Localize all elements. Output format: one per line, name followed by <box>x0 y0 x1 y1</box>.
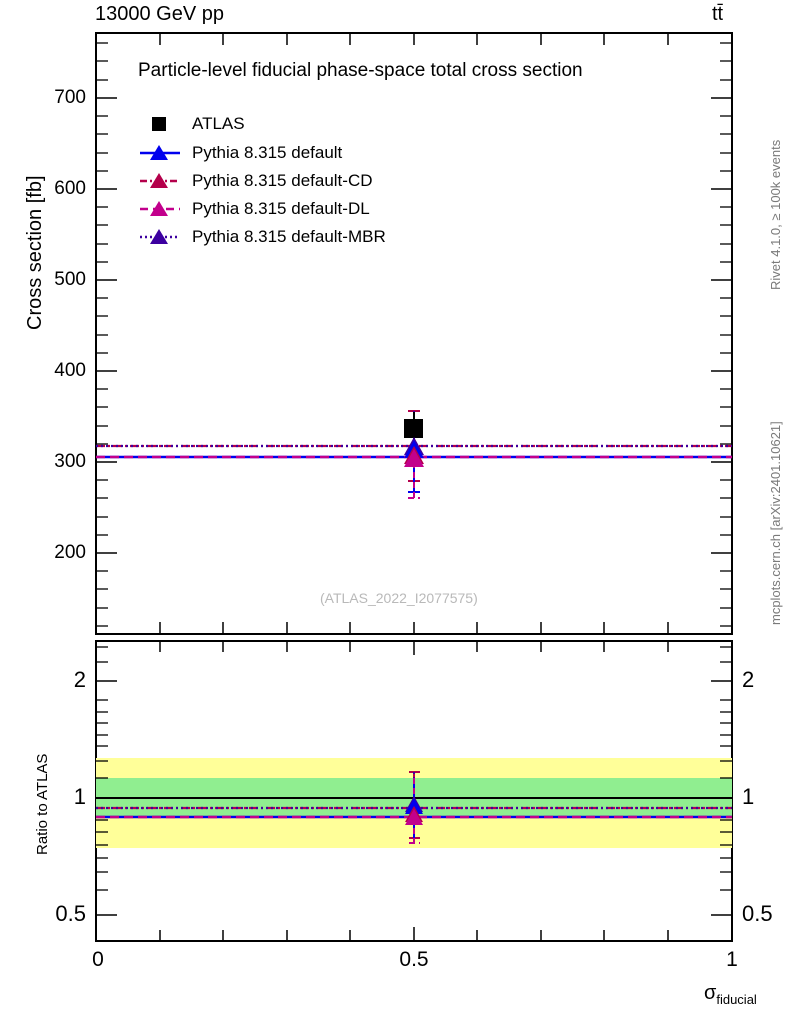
ratio-data-points <box>405 771 423 844</box>
legend-marker-default-mbr <box>150 229 168 244</box>
xtick-1: 1 <box>726 948 738 971</box>
ratio-ytick-05: 0.5 <box>55 901 86 926</box>
header-beam-label: 13000 GeV pp <box>95 3 224 25</box>
xaxis-label: σfiducial <box>704 982 757 1007</box>
main-ytick-600: 600 <box>54 178 86 199</box>
legend-marker-default-cd <box>150 173 168 188</box>
xtick-0: 0 <box>92 948 104 971</box>
legend-label-default: Pythia 8.315 default <box>192 143 343 162</box>
main-ytick-400: 400 <box>54 360 86 381</box>
main-ytick-700: 700 <box>54 87 86 108</box>
legend-label-default-cd: Pythia 8.315 default-CD <box>192 171 373 190</box>
ratio-ytick-1: 1 <box>73 784 86 809</box>
main-ytick-300: 300 <box>54 451 86 472</box>
legend-glyphs <box>140 117 180 244</box>
legend-label-default-dl: Pythia 8.315 default-DL <box>192 199 370 218</box>
main-ytick-500: 500 <box>54 269 86 290</box>
legend-label-atlas: ATLAS <box>192 114 245 133</box>
legend-marker-atlas-square <box>152 117 166 131</box>
xaxis-label-subscript: fiducial <box>716 992 757 1007</box>
legend-marker-default-dl <box>150 201 168 216</box>
xaxis-label-symbol: σ <box>704 982 717 1004</box>
ratio-ytick-right-2: 2 <box>742 667 755 692</box>
marker-default-dl <box>404 449 424 467</box>
ratio-ytick-right-1: 1 <box>742 784 755 809</box>
main-yaxis-ticks <box>96 42 732 627</box>
ratio-marker-default-dl <box>405 809 423 825</box>
marker-atlas-square <box>404 419 423 438</box>
main-data-points <box>404 410 424 499</box>
main-plot-title: Particle-level fiducial phase-space tota… <box>138 60 583 81</box>
ratio-ytick-right-05: 0.5 <box>742 901 773 926</box>
header-process-label: tt̄ <box>712 3 724 25</box>
ratio-xaxis-ticks <box>95 641 733 941</box>
ratio-yaxis-ticks <box>96 646 732 916</box>
main-xaxis-ticks <box>95 33 733 634</box>
xtick-05: 0.5 <box>399 948 429 971</box>
ratio-ytick-2: 2 <box>73 667 86 692</box>
main-ytick-200: 200 <box>54 542 86 563</box>
legend-label-default-mbr: Pythia 8.315 default-MBR <box>192 227 386 246</box>
legend-marker-default <box>150 145 168 160</box>
analysis-watermark: (ATLAS_2022_I2077575) <box>320 590 478 606</box>
